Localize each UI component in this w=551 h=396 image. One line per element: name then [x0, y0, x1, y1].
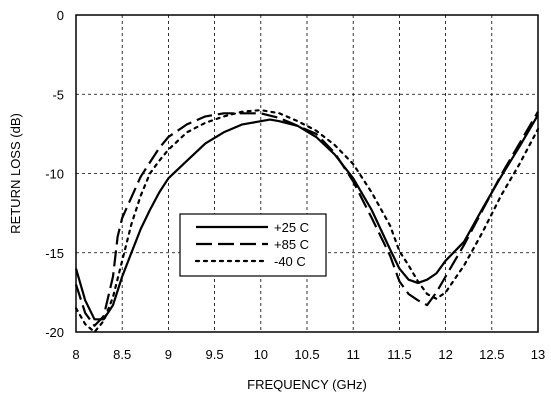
y-tick-label: -5 [52, 87, 64, 102]
x-tick-label: 8.5 [113, 347, 131, 362]
legend-label-2: +85 C [274, 237, 309, 252]
y-tick-label: -20 [45, 325, 64, 340]
series-lines [74, 108, 540, 334]
tick-labels: 8 8.5 9 9.5 10 10.5 11 11.5 12 12.5 13 0 -5 -10 -15 -20 [45, 8, 545, 362]
series-line-2 [74, 111, 539, 327]
x-tick-label: 11.5 [387, 347, 411, 362]
x-tick-label: 11 [346, 347, 360, 362]
y-tick-label: 0 [57, 8, 64, 23]
y-axis-title: RETURN LOSS (dB) [8, 113, 23, 234]
x-tick-label: 10.5 [294, 347, 319, 362]
legend-label-1: +25 C [274, 220, 309, 235]
x-tick-label: 12 [438, 347, 452, 362]
legend-label-3: -40 C [274, 254, 306, 269]
legend: +25 C +85 C -40 C [179, 213, 327, 277]
series-line-1 [74, 114, 539, 321]
y-tick-label: -10 [45, 167, 64, 182]
plot-frame [75, 14, 539, 333]
x-tick-label: 13 [531, 347, 545, 362]
x-tick-label: 9.5 [206, 347, 224, 362]
x-tick-label: 9 [165, 347, 172, 362]
x-tick-label: 12.5 [479, 347, 504, 362]
x-axis-title: FREQUENCY (GHz) [247, 377, 367, 392]
series-line-3 [74, 108, 540, 334]
x-tick-label: 8 [72, 347, 79, 362]
x-tick-label: 10 [254, 347, 268, 362]
y-tick-label: -15 [45, 246, 64, 261]
